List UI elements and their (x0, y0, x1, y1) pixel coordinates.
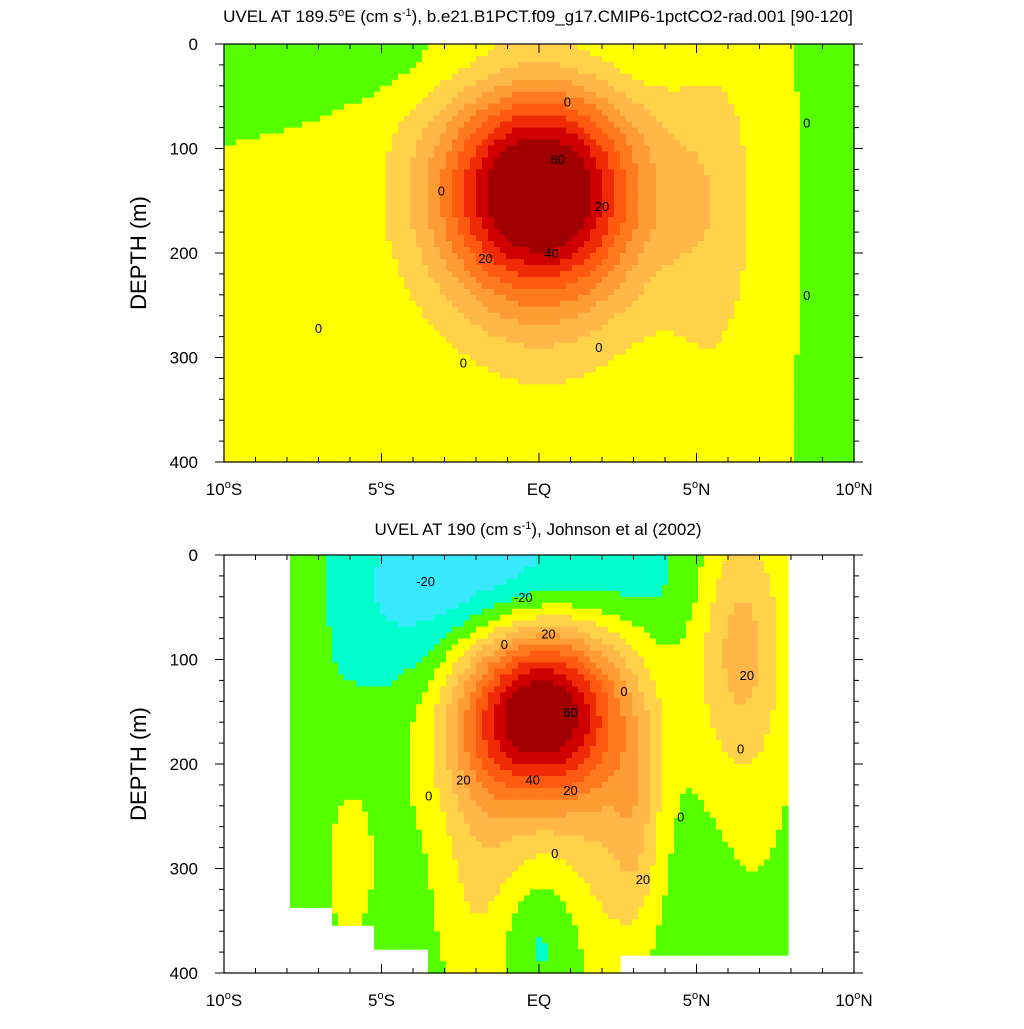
y-axis-label: DEPTH (m) (126, 196, 151, 310)
y-tick-label: 100 (170, 140, 198, 159)
x-tick-label: 5oS (368, 990, 395, 1010)
x-tick-label: 5oN (683, 990, 711, 1010)
contour-fill (224, 44, 855, 463)
contour-label: 20 (541, 626, 555, 641)
y-tick-label: 0 (189, 35, 198, 54)
bottom-panel: UVEL AT 190 (cm s-1), Johnson et al (200… (126, 520, 873, 1010)
contour-label: 20 (636, 872, 650, 887)
y-tick-label: 200 (170, 755, 198, 774)
y-tick-label: 200 (170, 244, 198, 263)
y-tick-label: 300 (170, 349, 198, 368)
contour-label: 0 (620, 684, 627, 699)
contour-label: 0 (803, 115, 810, 130)
contour-labels: 0 0 0 0 0 0 0 60 20 40 20 (315, 94, 810, 370)
contour-label: 0 (737, 741, 744, 756)
contour-label: -20 (514, 590, 533, 605)
contour-label: 20 (456, 773, 470, 788)
contour-label: 40 (525, 773, 539, 788)
x-tick-label: 10oS (206, 479, 242, 499)
contour-label: 0 (425, 788, 432, 803)
contour-label: 20 (478, 251, 492, 266)
x-axis: 10oS 5oS EQ 5oN 10oN (206, 44, 873, 499)
x-tick-label: EQ (527, 480, 552, 499)
contour-label: 20 (595, 199, 609, 214)
y-axis-label: DEPTH (m) (126, 707, 151, 821)
contour-label: 0 (460, 356, 467, 371)
y-tick-label: 300 (170, 860, 198, 879)
contour-label: 0 (315, 321, 322, 336)
contour-label: 0 (501, 637, 508, 652)
contour-label: 0 (438, 183, 445, 198)
contour-label: 0 (564, 94, 571, 109)
contour-label: 0 (803, 288, 810, 303)
contour-label: -20 (416, 574, 435, 589)
contour-label: 0 (677, 809, 684, 824)
contour-label: 0 (595, 340, 602, 355)
x-tick-label: 10oS (206, 990, 242, 1010)
top-panel: UVEL AT 189.5oE (cm s-1), b.e21.B1PCT.f0… (126, 7, 873, 499)
contour-label: 60 (551, 152, 565, 167)
y-tick-label: 400 (170, 453, 198, 472)
contour-label: 20 (740, 668, 754, 683)
contour-label: 40 (544, 246, 558, 261)
contour-label: 0 (551, 846, 558, 861)
y-tick-label: 400 (170, 964, 198, 983)
x-tick-label: 10oN (835, 479, 872, 499)
x-tick-label: 5oN (683, 479, 711, 499)
panel-title: UVEL AT 189.5oE (cm s-1), b.e21.B1PCT.f0… (223, 7, 853, 26)
x-tick-label: 5oS (368, 479, 395, 499)
y-tick-label: 0 (189, 546, 198, 565)
contour-label: 20 (563, 783, 577, 798)
contour-label: 60 (563, 705, 577, 720)
contour-fill (290, 555, 789, 974)
x-axis: 10oS 5oS EQ 5oN 10oN (206, 555, 873, 1010)
y-tick-label: 100 (170, 651, 198, 670)
contour-labels: -20 -20 20 0 0 60 20 0 20 40 20 0 0 0 20 (416, 574, 754, 887)
x-tick-label: EQ (527, 991, 552, 1010)
x-tick-label: 10oN (835, 990, 872, 1010)
panel-title: UVEL AT 190 (cm s-1), Johnson et al (200… (375, 520, 702, 539)
